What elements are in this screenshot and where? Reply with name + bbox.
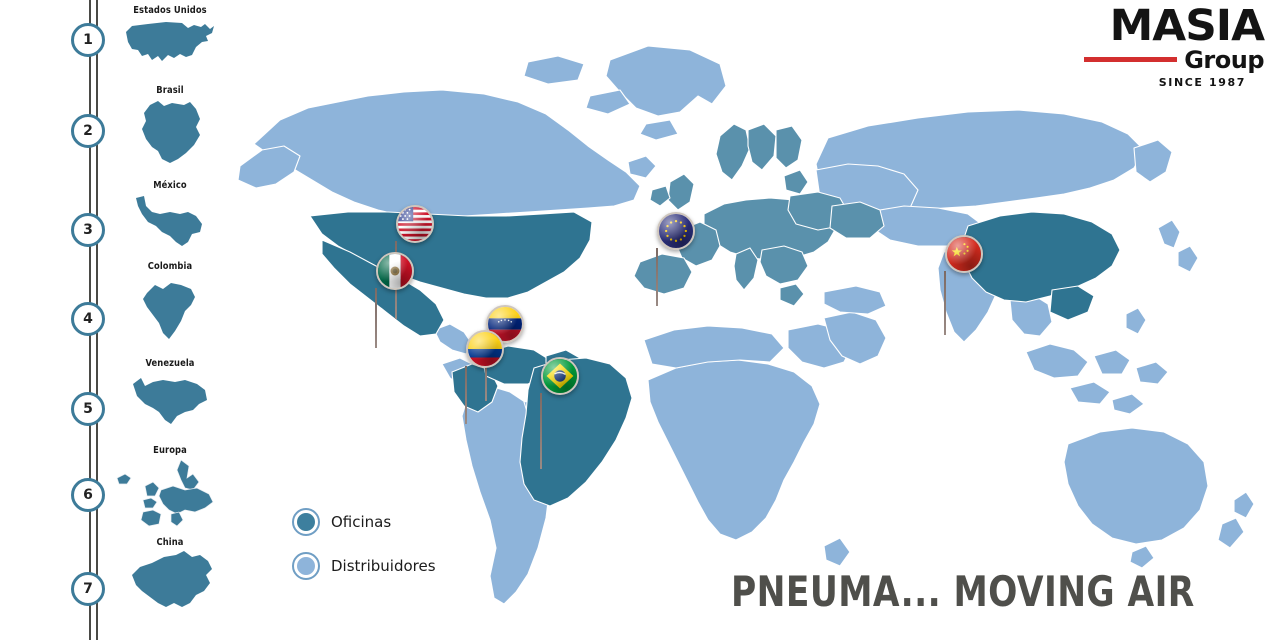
country-shape-colombia (110, 273, 230, 349)
country-shape-mexico (110, 192, 230, 262)
tagline: PNEUMA... MOVING AIR (731, 567, 1195, 616)
flag-co-icon (466, 330, 504, 368)
pin-stick (944, 271, 946, 335)
legend-dot-distributor (292, 552, 320, 580)
step-number-1: 1 (71, 23, 105, 57)
country-shape-usa (110, 16, 230, 70)
country-shape-brazil (110, 97, 230, 169)
flag-mx-icon (376, 252, 414, 290)
sidebar-label-colombia: Colombia (147, 261, 193, 272)
world-map-svg (237, 45, 1255, 605)
legend-label-distribuidores: Distribuidores (331, 557, 436, 575)
legend-item-distribuidores[interactable]: Distribuidores (292, 552, 436, 580)
flag-br-icon (541, 357, 579, 395)
step-number-6: 6 (71, 478, 105, 512)
legend-item-oficinas[interactable]: Oficinas (292, 508, 436, 536)
logo-subrow: Group (1078, 48, 1264, 72)
logo-wordmark: MASIA (1109, 1, 1265, 51)
distributor-countries (237, 45, 1255, 605)
europe-office-region (633, 123, 885, 307)
pin-stick (375, 288, 377, 348)
step-number-5: 5 (71, 392, 105, 426)
pin-gloss (378, 254, 412, 288)
sidebar-label-mexico: México (153, 180, 187, 191)
pin-gloss (398, 207, 432, 241)
flag-eu-icon (657, 212, 695, 250)
flag-cn-icon (945, 235, 983, 273)
step-number-3: 3 (71, 213, 105, 247)
pin-stick (485, 341, 487, 401)
pin-stick (540, 393, 542, 469)
logo-since-text: SINCE 1987 (1158, 75, 1246, 89)
logo-red-bar (1084, 57, 1178, 63)
country-shape-venezuela (110, 370, 230, 440)
sidebar-label-brasil: Brasil (156, 85, 184, 96)
masia-group-logo: MASIA Group SINCE 1987 (1078, 5, 1265, 89)
step-number-4: 4 (71, 302, 105, 336)
step-number-7: 7 (71, 572, 105, 606)
logo-group-text: Group (1184, 45, 1264, 74)
pin-stick (465, 366, 467, 424)
flag-us-icon (396, 205, 434, 243)
pin-gloss (659, 214, 693, 248)
world-map (228, 0, 1280, 640)
sidebar-label-europa: Europa (153, 445, 187, 456)
pin-gloss (543, 359, 577, 393)
country-shape-europe (110, 456, 230, 530)
sidebar-label-china: China (156, 537, 184, 548)
sidebar-label-estados-unidos: Estados Unidos (133, 5, 207, 16)
pin-gloss (947, 237, 981, 271)
sidebar-label-venezuela: Venezuela (145, 358, 195, 369)
map-legend: Oficinas Distribuidores (292, 508, 436, 596)
pin-stick (656, 248, 658, 306)
legend-label-oficinas: Oficinas (331, 513, 392, 531)
legend-dot-office (292, 508, 320, 536)
country-shape-china (110, 549, 230, 613)
step-number-2: 2 (71, 114, 105, 148)
country-timeline-sidebar: 1 Estados Unidos 2 Brasil 3 México 4 Col… (0, 0, 230, 640)
office-countries (309, 211, 1121, 507)
pin-gloss (468, 332, 502, 366)
